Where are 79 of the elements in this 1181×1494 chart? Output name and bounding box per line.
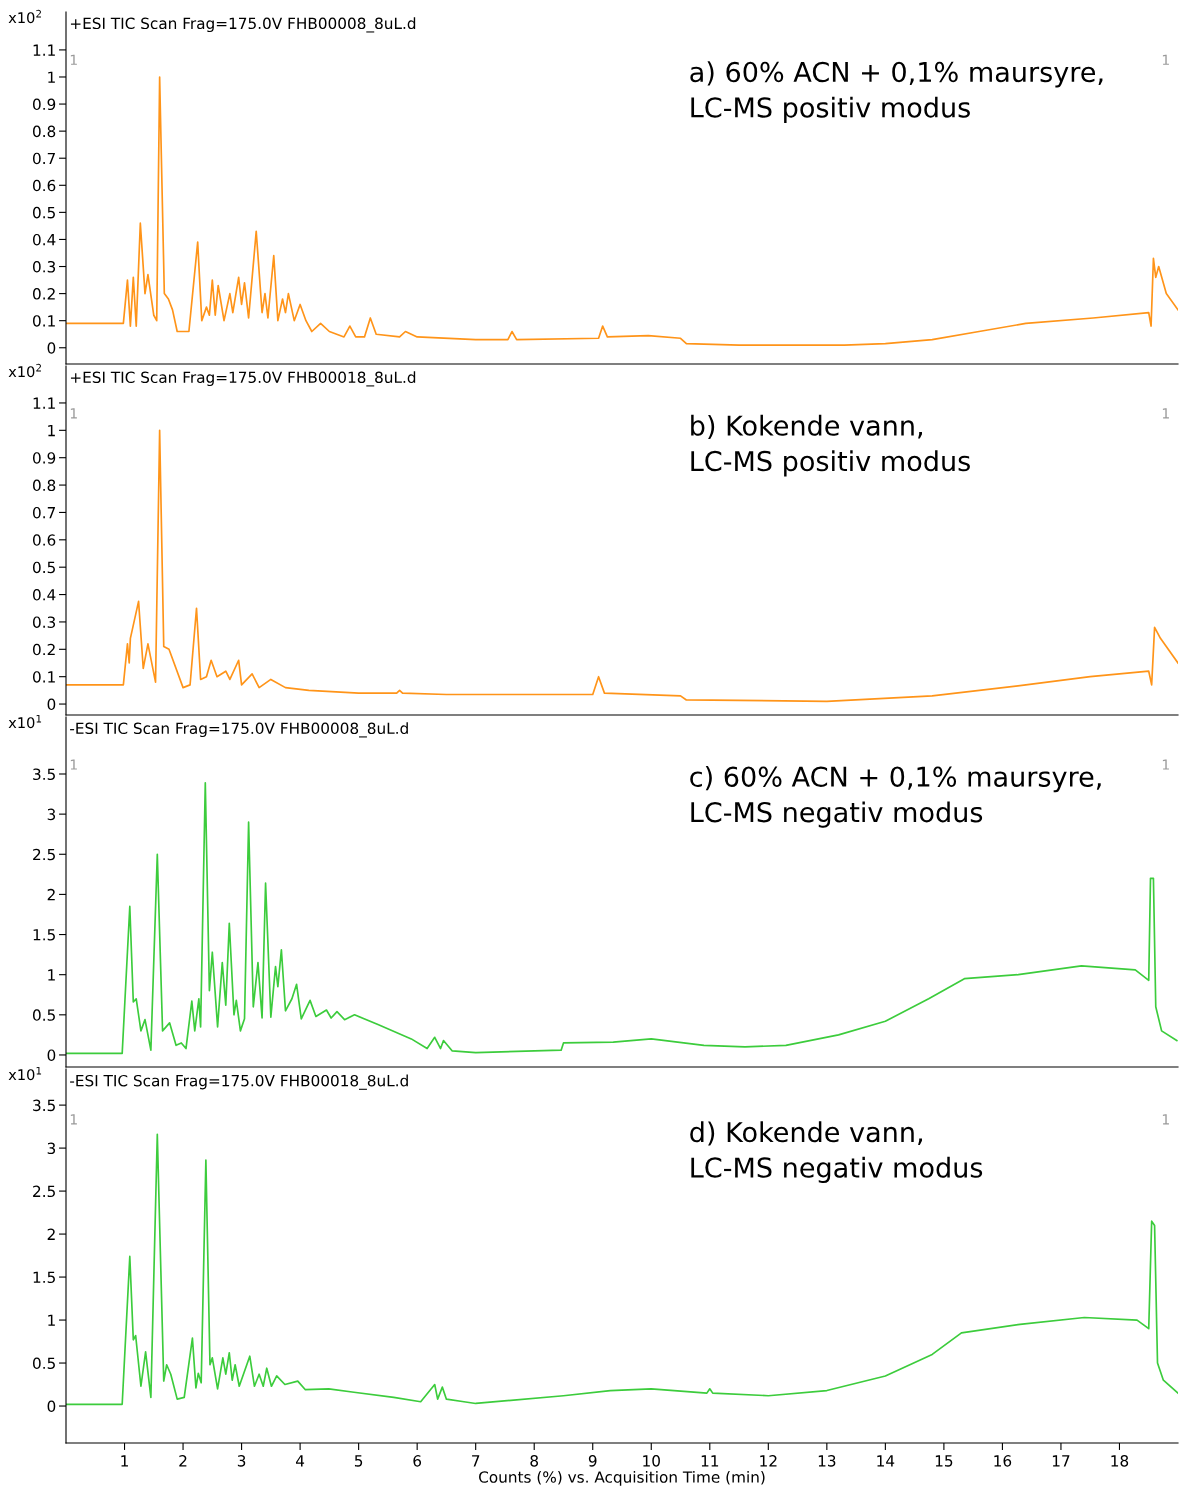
y-tick-label: 0 (47, 1400, 56, 1413)
text: b) Kokende vann, LC-MS positiv modus (691, 414, 970, 477)
annotation: 1 (70, 54, 77, 65)
chart-subtitle: +ESI TIC Scan Frag=175.0V FHB00018_8uL.d (70, 371, 416, 387)
y-tick-label: 1.5 (33, 929, 55, 941)
x-tick-label: 1 (121, 1455, 128, 1467)
y-tick-label: 3 (47, 808, 56, 821)
x-tick-label: 12 (760, 1455, 777, 1467)
y-tick-label: 0.6 (32, 179, 56, 192)
y-tick-label: 3.5 (33, 1099, 55, 1112)
y-tick-label: 3 (47, 1142, 56, 1155)
y-axis-title: x10$^{2}$ (8, 9, 41, 24)
y-tick-label: 3.5 (33, 768, 55, 781)
y-tick-label: 1.1 (33, 397, 55, 409)
y-tick-label: 0.3 (32, 616, 56, 628)
y-tick-label: 2 (47, 888, 55, 901)
y-axis-title: x10$^{1}$ (8, 714, 42, 729)
y-tick-label: 0 (47, 1049, 56, 1061)
x-tick-label: 8 (530, 1455, 539, 1467)
y-tick-label: 0.9 (32, 452, 56, 464)
y-tick-label: 1 (48, 969, 55, 981)
x-tick-label: 16 (994, 1455, 1012, 1467)
y-tick-label: 2.5 (33, 1185, 55, 1198)
chart-subtitle: -ESI TIC Scan Frag=175.0V FHB00008_8uL.d (70, 722, 408, 738)
x-tick-label: 2 (179, 1455, 187, 1467)
y-tick-label: 0 (47, 698, 56, 711)
y-tick-label: 1.1 (33, 44, 55, 56)
annotation: 1 (1162, 54, 1169, 65)
y-tick-label: 0.7 (32, 506, 55, 519)
x-tick-label: 3 (237, 1455, 246, 1467)
y-tick-label: 0.2 (32, 643, 55, 656)
y-tick-label: 1 (48, 71, 55, 83)
y-tick-label: 1.5 (33, 1271, 55, 1284)
chart-subtitle: +ESI TIC Scan Frag=175.0V FHB00008_8uL.d (70, 17, 416, 33)
y-tick-label: 0.8 (32, 479, 56, 492)
annotation: 1 (1162, 1114, 1169, 1125)
y-tick-label: 0.5 (32, 1357, 55, 1370)
annotation: 1 (1162, 759, 1169, 770)
x-axis-title: Counts (%) vs. Acquisition Time (min) (479, 1470, 765, 1486)
x-tick-label: 17 (1052, 1455, 1070, 1467)
y-tick-label: 0.8 (32, 125, 56, 138)
chart-subtitle: -ESI TIC Scan Frag=175.0V FHB00018_8uL.d (70, 1074, 408, 1090)
x-tick-label: 18 (1111, 1455, 1129, 1467)
y-tick-label: 1 (48, 424, 55, 437)
x-tick-label: 6 (413, 1455, 422, 1467)
annotation: 1 (70, 759, 77, 770)
y-tick-label: 0.1 (32, 671, 55, 683)
y-tick-label: 0.9 (32, 98, 56, 111)
x-tick-label: 11 (701, 1455, 719, 1467)
annotation: 1 (70, 408, 77, 419)
x-tick-label: 15 (935, 1455, 953, 1467)
y-tick-label: 0.4 (32, 233, 56, 246)
y-tick-label: 0.5 (32, 1009, 55, 1021)
x-tick-label: 14 (877, 1455, 895, 1467)
annotation: 1 (1162, 408, 1169, 419)
y-tick-label: 2 (47, 1228, 55, 1240)
text: c) 60% ACN + 0,1% maursyre, LC-MS negativ modus (690, 766, 1101, 828)
y-tick-label: 0.5 (32, 561, 55, 574)
text: a) 60% ACN + 0,1% maursyre, LC-MS positiv modus (690, 61, 1103, 123)
x-tick-label: 9 (588, 1455, 597, 1467)
y-tick-label: 2.5 (33, 848, 55, 861)
y-tick-label: 0.2 (32, 288, 55, 300)
y-axis-title: x10$^{2}$ (8, 363, 41, 378)
x-tick-label: 4 (295, 1455, 305, 1467)
y-tick-label: 0 (47, 342, 56, 354)
y-tick-label: 0.5 (32, 206, 55, 219)
annotation: 1 (70, 1114, 77, 1125)
y-tick-label: 0.3 (32, 260, 56, 273)
x-tick-label: 10 (643, 1455, 660, 1467)
x-tick-label: 7 (472, 1455, 480, 1467)
y-tick-label: 0.1 (32, 315, 55, 327)
x-tick-label: 5 (354, 1455, 363, 1467)
y-tick-label: 0.7 (32, 152, 55, 165)
text: d) Kokende vann, LC-MS negativ modus (690, 1121, 983, 1184)
y-tick-label: 0.4 (32, 589, 56, 601)
x-tick-label: 13 (818, 1455, 836, 1467)
y-axis-title: x10$^{1}$ (8, 1066, 42, 1081)
y-tick-label: 0.6 (32, 534, 56, 546)
y-tick-label: 1 (48, 1314, 55, 1326)
